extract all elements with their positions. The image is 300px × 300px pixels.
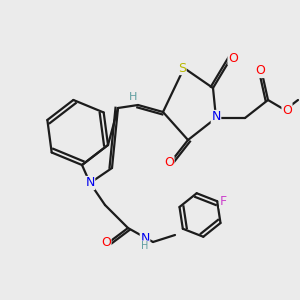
Text: S: S: [178, 61, 186, 74]
Text: O: O: [282, 103, 292, 116]
Text: O: O: [164, 157, 174, 169]
Text: O: O: [255, 64, 265, 77]
Text: O: O: [228, 52, 238, 64]
Text: F: F: [220, 195, 227, 208]
Text: N: N: [140, 232, 150, 244]
Text: H: H: [141, 241, 149, 251]
Text: N: N: [85, 176, 95, 190]
Text: O: O: [101, 236, 111, 250]
Text: H: H: [129, 92, 137, 102]
Text: N: N: [211, 110, 221, 124]
